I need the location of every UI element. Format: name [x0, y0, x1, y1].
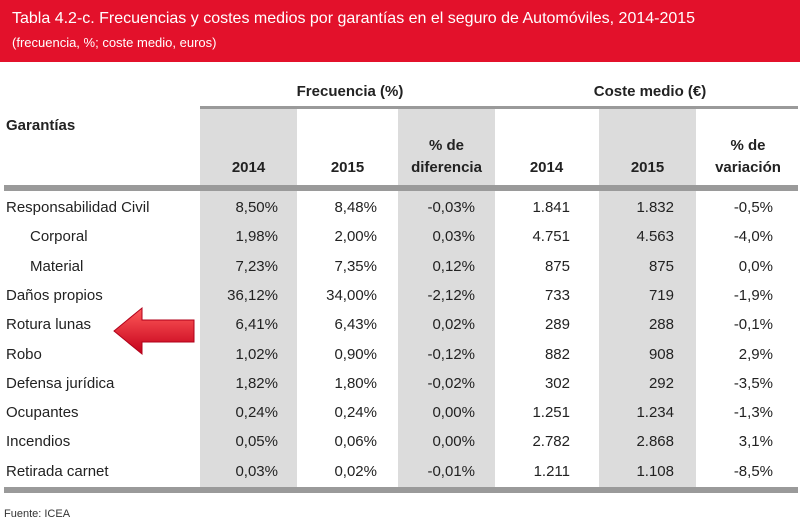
group-header-coste: Coste medio (€): [593, 83, 707, 100]
cell-c2014: 1.841: [532, 199, 570, 216]
header-fdiff-line1: % de: [428, 137, 464, 154]
cell-fdiff: 0,00%: [432, 433, 475, 450]
cell-f2014: 0,24%: [235, 404, 278, 421]
cell-fdiff: -0,01%: [427, 463, 475, 480]
cell-cvar: -8,5%: [733, 463, 773, 480]
cell-f2015: 6,43%: [334, 316, 377, 333]
cell-c2014: 4.751: [532, 228, 570, 245]
header-f2014: 2014: [231, 159, 266, 176]
cell-f2015: 2,00%: [334, 228, 377, 245]
cell-c2015: 4.563: [636, 228, 674, 245]
cell-c2015: 292: [648, 375, 674, 392]
cell-cvar: 2,9%: [738, 346, 773, 363]
cell-f2014: 1,02%: [235, 346, 278, 363]
group-underline: [200, 106, 798, 109]
gray-column-c2015: [599, 108, 696, 490]
cell-c2015: 1.234: [636, 404, 674, 421]
cell-c2014: 882: [544, 346, 570, 363]
cell-c2014: 875: [544, 258, 570, 275]
cell-f2015: 7,35%: [334, 258, 377, 275]
row-label: Robo: [6, 346, 42, 363]
header-fdiff-line2: diferencia: [411, 159, 482, 176]
group-header-frecuencia: Frecuencia (%): [296, 83, 404, 100]
cell-f2014: 0,03%: [235, 463, 278, 480]
row-label: Responsabilidad Civil: [6, 199, 150, 216]
row-label: Ocupantes: [6, 404, 79, 421]
cell-c2015: 1.108: [636, 463, 674, 480]
cell-cvar: -1,9%: [733, 287, 773, 304]
cell-cvar: -0,5%: [733, 199, 773, 216]
cell-c2015: 288: [648, 316, 674, 333]
cell-c2015: 719: [648, 287, 674, 304]
cell-f2014: 7,23%: [235, 258, 278, 275]
cell-c2015: 875: [648, 258, 674, 275]
header-garantias: Garantías: [6, 117, 76, 134]
cell-fdiff: 0,00%: [432, 404, 475, 421]
cell-f2014: 1,98%: [235, 228, 278, 245]
cell-cvar: 0,0%: [738, 258, 773, 275]
cell-f2015: 0,90%: [334, 346, 377, 363]
cell-f2015: 0,02%: [334, 463, 377, 480]
cell-fdiff: 0,12%: [432, 258, 475, 275]
cell-cvar: 3,1%: [738, 433, 773, 450]
cell-f2015: 1,80%: [334, 375, 377, 392]
cell-f2015: 0,06%: [334, 433, 377, 450]
row-label: Daños propios: [6, 287, 103, 304]
header-cvar-line2: variación: [715, 159, 781, 176]
table-subtitle: (frecuencia, %; coste medio, euros): [12, 35, 217, 50]
cell-c2015: 908: [648, 346, 674, 363]
source-note: Fuente: ICEA: [4, 508, 71, 520]
cell-cvar: -0,1%: [733, 316, 773, 333]
cell-cvar: -1,3%: [733, 404, 773, 421]
header-rule: [4, 185, 798, 191]
header-f2015: 2015: [330, 159, 365, 176]
cell-c2014: 1.251: [532, 404, 570, 421]
header-c2014: 2014: [529, 159, 564, 176]
cell-c2015: 2.868: [636, 433, 674, 450]
cell-f2015: 0,24%: [334, 404, 377, 421]
cell-f2014: 36,12%: [227, 287, 278, 304]
cell-c2015: 1.832: [636, 199, 674, 216]
cell-cvar: -4,0%: [733, 228, 773, 245]
cell-fdiff: -0,12%: [427, 346, 475, 363]
row-label: Rotura lunas: [6, 316, 92, 333]
cell-f2014: 0,05%: [235, 433, 278, 450]
cell-f2015: 8,48%: [334, 199, 377, 216]
arrow-left-icon: [113, 306, 195, 356]
cell-c2014: 733: [544, 287, 570, 304]
row-label: Retirada carnet: [6, 463, 109, 480]
cell-fdiff: -0,02%: [427, 375, 475, 392]
cell-f2014: 6,41%: [235, 316, 278, 333]
gray-column-f2014: [200, 108, 297, 490]
cell-c2014: 302: [544, 375, 570, 392]
row-label: Material: [30, 258, 84, 275]
cell-fdiff: -0,03%: [427, 199, 475, 216]
header-c2015: 2015: [630, 159, 665, 176]
header-cvar-line1: % de: [730, 137, 766, 154]
row-label: Incendios: [6, 433, 71, 450]
cell-c2014: 2.782: [532, 433, 570, 450]
bottom-rule: [4, 487, 798, 493]
cell-f2014: 1,82%: [235, 375, 278, 392]
row-label: Corporal: [30, 228, 88, 245]
cell-c2014: 1.211: [533, 463, 570, 480]
cell-f2014: 8,50%: [235, 199, 278, 216]
cell-f2015: 34,00%: [326, 287, 377, 304]
cell-fdiff: -2,12%: [427, 287, 475, 304]
cell-c2014: 289: [544, 316, 570, 333]
table-title: Tabla 4.2-c. Frecuencias y costes medios…: [12, 10, 696, 27]
cell-fdiff: 0,02%: [432, 316, 475, 333]
cell-cvar: -3,5%: [733, 375, 773, 392]
gray-column-fdiff: [398, 108, 495, 490]
cell-fdiff: 0,03%: [432, 228, 475, 245]
row-label: Defensa jurídica: [6, 375, 115, 392]
title-banner: Tabla 4.2-c. Frecuencias y costes medios…: [0, 0, 800, 62]
